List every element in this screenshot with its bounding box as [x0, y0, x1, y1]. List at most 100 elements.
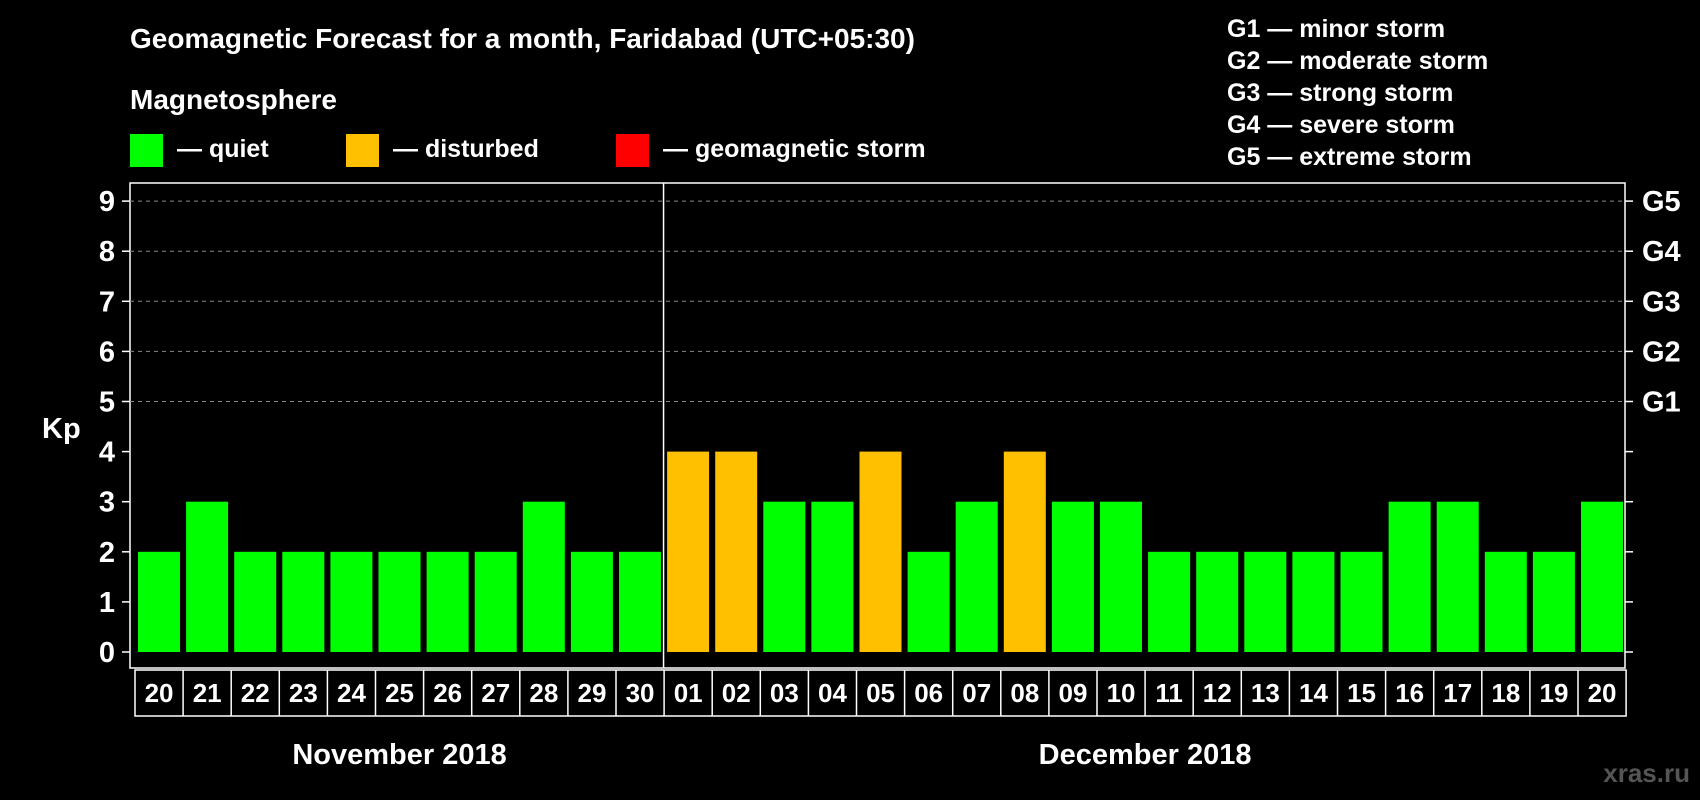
section-label: Magnetosphere [130, 84, 337, 115]
date-label-16: 05 [866, 678, 895, 708]
y-tick-label-6: 6 [99, 336, 115, 368]
date-label-18: 07 [962, 678, 991, 708]
storm-level-label-g2: G2 [1642, 336, 1681, 368]
date-label-11: 30 [626, 678, 655, 708]
y-tick-label-3: 3 [99, 487, 115, 519]
date-axis: 20 21 22 23 24 25 26 27 28 29 30 01 02 03 04 05 06 07 08 09… [134, 669, 1627, 717]
y-tick-label-7: 7 [99, 286, 115, 318]
storm-level-label-g3: G3 [1642, 286, 1681, 318]
date-label-20: 09 [1058, 678, 1087, 708]
date-label-1: 20 [145, 678, 174, 708]
gridlines [130, 200, 1625, 402]
y-tick-label-8: 8 [99, 236, 115, 268]
date-label-24: 13 [1251, 678, 1280, 708]
date-label-8: 27 [481, 678, 510, 708]
left-axis: 0 1 2 3 4 5 6 7 8 9 [99, 186, 130, 669]
watermark: xras.ru [1603, 758, 1690, 788]
storm-level-label-g5: G5 [1642, 186, 1681, 218]
bar-11 [619, 551, 661, 652]
y-tick-label-9: 9 [99, 186, 115, 218]
date-label-26: 15 [1347, 678, 1376, 708]
date-label-15: 04 [818, 678, 847, 708]
bar-25 [1292, 551, 1335, 652]
bar-31 [1581, 501, 1623, 652]
legend-label-disturbed: — disturbed [393, 135, 539, 163]
date-label-25: 14 [1299, 678, 1328, 708]
bar-series [138, 451, 1623, 652]
y-tick-label-4: 4 [99, 437, 115, 469]
bar-24 [1244, 551, 1287, 652]
legend-swatch-storm [616, 134, 649, 167]
storm-scale-g5: G5 — extreme storm [1227, 143, 1472, 171]
date-label-21: 10 [1107, 678, 1136, 708]
bar-16 [859, 451, 902, 652]
bar-23 [1196, 551, 1239, 652]
y-tick-label-0: 0 [99, 637, 115, 669]
bar-19 [1003, 451, 1046, 652]
y-axis-label: Kp [42, 413, 81, 445]
y-tick-label-2: 2 [99, 537, 115, 569]
month-labels: November 2018 December 2018 [292, 739, 1251, 771]
bar-28 [1436, 501, 1479, 652]
bar-8 [474, 551, 517, 652]
date-label-7: 26 [433, 678, 462, 708]
month-label-2: December 2018 [1039, 739, 1252, 771]
date-label-28: 17 [1443, 678, 1472, 708]
storm-scale-g1: G1 — minor storm [1227, 15, 1445, 43]
y-tick-label-1: 1 [99, 587, 115, 619]
legend-label-quiet: — quiet [177, 135, 269, 163]
bar-27 [1388, 501, 1431, 652]
bar-1 [138, 551, 180, 652]
date-label-17: 06 [914, 678, 943, 708]
date-label-19: 08 [1010, 678, 1039, 708]
date-label-9: 28 [529, 678, 558, 708]
date-label-2: 21 [193, 678, 222, 708]
month-label-1: November 2018 [292, 739, 506, 771]
color-legend: — quiet — disturbed — geomagnetic storm [130, 134, 926, 167]
bar-14 [763, 501, 806, 652]
bar-15 [811, 501, 854, 652]
date-label-23: 12 [1203, 678, 1232, 708]
bar-10 [570, 551, 613, 652]
bar-13 [715, 451, 758, 652]
storm-level-label-g4: G4 [1642, 236, 1681, 268]
date-label-12: 01 [674, 678, 703, 708]
date-label-14: 03 [770, 678, 799, 708]
right-axis: G1 G2 G3 G4 G5 [1625, 186, 1681, 653]
bar-4 [282, 551, 325, 652]
bar-26 [1340, 551, 1383, 652]
date-label-22: 11 [1155, 678, 1183, 708]
y-tick-label-5: 5 [99, 387, 115, 419]
bar-18 [955, 501, 998, 652]
storm-scale-g2: G2 — moderate storm [1227, 47, 1488, 75]
bar-12 [667, 451, 710, 652]
legend-label-storm: — geomagnetic storm [663, 135, 926, 163]
date-label-10: 29 [577, 678, 606, 708]
date-label-30: 19 [1539, 678, 1568, 708]
bar-21 [1100, 501, 1142, 652]
bar-29 [1484, 551, 1527, 652]
storm-level-label-g1: G1 [1642, 387, 1681, 419]
bar-9 [522, 501, 565, 652]
bar-22 [1148, 551, 1191, 652]
date-label-6: 25 [385, 678, 414, 708]
date-label-4: 23 [289, 678, 318, 708]
date-label-31: 20 [1588, 678, 1617, 708]
bar-7 [426, 551, 469, 652]
storm-scale-g4: G4 — severe storm [1227, 111, 1455, 139]
bar-20 [1051, 501, 1094, 652]
chart-title: Geomagnetic Forecast for a month, Farida… [130, 23, 915, 54]
legend-swatch-disturbed [346, 134, 379, 167]
bar-30 [1532, 551, 1575, 652]
plot-frame [129, 182, 1626, 669]
date-label-29: 18 [1491, 678, 1520, 708]
bar-3 [234, 551, 277, 652]
date-label-13: 02 [722, 678, 751, 708]
date-row-frame [134, 669, 1627, 717]
bar-2 [186, 501, 229, 652]
storm-scale-g3: G3 — strong storm [1227, 79, 1453, 107]
bar-17 [907, 551, 950, 652]
storm-scale-legend: G1 — minor storm G2 — moderate storm G3 … [1227, 15, 1488, 171]
bar-5 [330, 551, 373, 652]
